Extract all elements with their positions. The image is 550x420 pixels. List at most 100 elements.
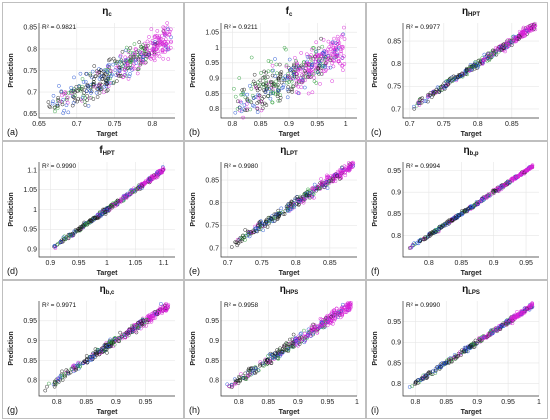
data-point [133,58,138,62]
panel-letter: (i) [371,405,379,415]
r-squared-label: R² = 0.9994 [406,163,441,170]
data-point [333,179,338,183]
data-point [110,340,114,345]
data-point [430,372,435,377]
data-point [466,206,470,211]
data-point [521,25,526,30]
data-point [496,186,500,191]
data-point [339,47,343,52]
data-point [303,69,307,73]
data-point [88,355,93,359]
data-point [335,52,340,57]
data-point [282,212,287,216]
data-point [526,167,530,172]
data-point [258,227,263,232]
data-point [344,303,349,308]
data-point [286,202,291,206]
scatter-plot: 0.7 0.75 0.8 0.85 0.7 0.75 0.8 0.85 ηLPT R² = 0.9… [189,145,357,277]
data-point [262,363,266,368]
data-point [112,80,116,85]
data-point [128,60,133,64]
data-point [265,75,270,79]
data-point [151,316,156,320]
data-point [319,72,324,76]
data-point [126,48,131,53]
data-point [337,59,341,63]
data-point [311,332,315,337]
y-tick-label: 0.7 [27,89,37,96]
data-point [150,174,155,179]
data-point [51,93,56,98]
data-point [284,63,289,67]
data-point [159,301,163,306]
data-point [248,107,252,112]
data-point [339,49,343,54]
data-point [165,47,170,52]
data-point [529,303,534,308]
data-point [316,185,320,190]
data-point [165,27,170,31]
data-point [65,236,70,240]
data-point [499,47,504,52]
data-point [284,47,288,52]
x-tick-label: 1 [355,399,359,406]
data-point [88,73,93,78]
data-point [328,65,333,70]
data-point [336,37,341,42]
data-point [104,206,109,211]
y-tick-label: 0.9 [27,338,37,345]
data-point [125,191,130,196]
y-tick-label: 1 [33,207,37,214]
data-point [296,198,301,203]
data-point [155,172,160,177]
x-tick-label: 0.95 [72,260,86,267]
x-axis-label: Target [97,409,119,416]
scatter-plot: 0.8 0.85 0.9 0.95 1 0.8 0.85 0.9 0.95 1 1.05 fc R² =… [189,6,357,138]
panel-h: 0.8 0.85 0.9 0.95 1 0.8 0.85 0.9 0.95 ηHPS R² = 0.… [184,280,366,419]
data-point [300,73,305,78]
data-point [306,189,311,194]
data-point [333,48,337,52]
data-point [161,25,166,30]
data-point [430,230,434,235]
data-point [123,58,128,63]
data-point [336,56,341,61]
data-point [165,21,170,25]
data-point [302,191,307,196]
data-point [233,110,238,115]
data-point [304,193,309,198]
x-tick-label: 1.05 [129,260,143,267]
data-point [442,223,447,228]
data-point [271,355,276,360]
data-point [122,73,127,77]
data-point [125,193,130,198]
data-point [486,56,490,60]
data-point [301,75,305,80]
data-point [469,67,474,72]
data-point [250,93,255,98]
data-point [447,79,452,83]
data-point [508,180,512,184]
data-point [453,76,457,80]
axes [220,162,357,258]
data-point [285,80,289,85]
data-point [498,45,503,49]
data-point [440,87,444,92]
data-point [115,338,120,343]
data-point [268,96,273,101]
data-point [115,73,120,78]
y-tick-label: 1 [215,45,219,52]
data-point [284,64,289,69]
data-point [132,52,137,57]
data-point [152,35,157,39]
data-point [287,68,292,73]
y-axis-label: Prediction [8,331,15,365]
data-point [98,87,103,92]
data-point [77,87,82,92]
data-point [247,99,252,104]
data-point [456,214,461,218]
data-point [310,90,315,95]
data-point [277,62,282,67]
data-point [135,71,140,76]
data-point [106,75,110,80]
